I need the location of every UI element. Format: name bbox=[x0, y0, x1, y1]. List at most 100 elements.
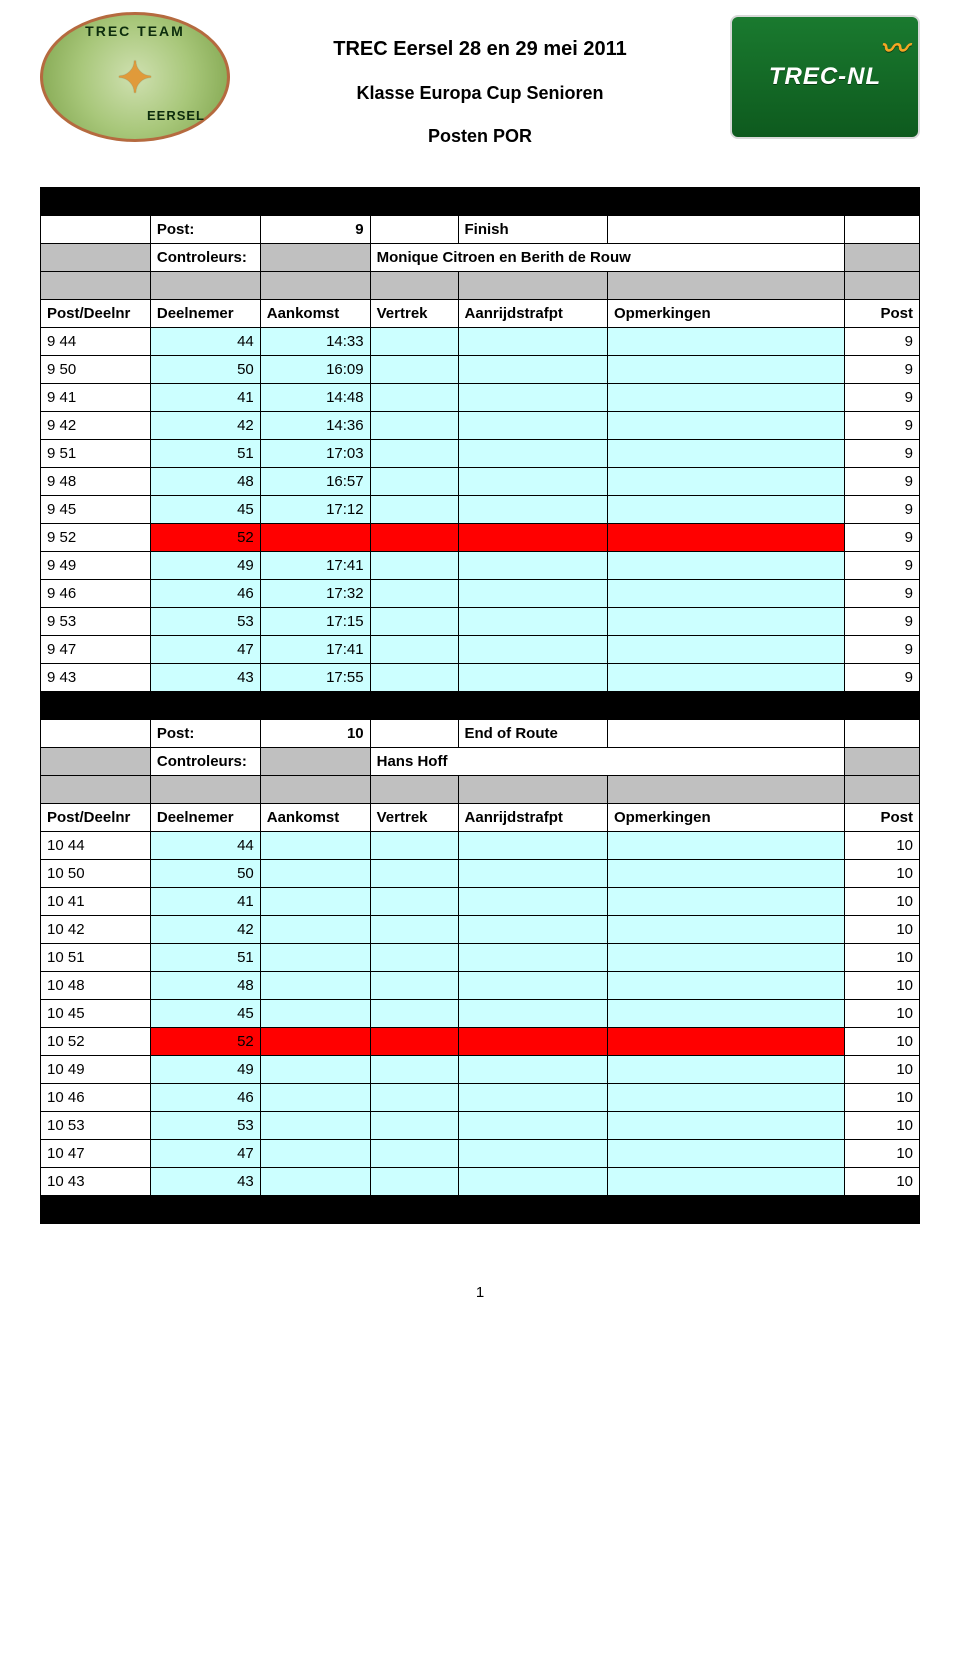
col-aankomst: Aankomst bbox=[260, 300, 370, 328]
cell-postdeelnr: 10 41 bbox=[41, 888, 151, 916]
data-row: 9 444414:339 bbox=[41, 328, 920, 356]
cell-deelnemer: 44 bbox=[150, 832, 260, 860]
cell-deelnemer: 52 bbox=[150, 1028, 260, 1056]
cell-aankomst bbox=[260, 1000, 370, 1028]
cell-deelnemer: 50 bbox=[150, 860, 260, 888]
col-deelnemer: Deelnemer bbox=[150, 804, 260, 832]
cell-vertrek bbox=[370, 1140, 458, 1168]
cell-aanrijdstrafpt bbox=[458, 384, 607, 412]
cell-aankomst bbox=[260, 1168, 370, 1196]
cell-vertrek bbox=[370, 1168, 458, 1196]
cell-vertrek bbox=[370, 916, 458, 944]
cell-postdeelnr: 10 52 bbox=[41, 1028, 151, 1056]
column-header-row: Post/DeelnrDeelnemerAankomstVertrekAanri… bbox=[41, 804, 920, 832]
cell-aankomst bbox=[260, 524, 370, 552]
cell-aankomst bbox=[260, 1112, 370, 1140]
cell-post: 10 bbox=[845, 916, 920, 944]
cell-opmerkingen bbox=[607, 496, 844, 524]
data-row: 10 434310 bbox=[41, 1168, 920, 1196]
cell-aanrijdstrafpt bbox=[458, 1056, 607, 1084]
data-row-highlight: 9 52529 bbox=[41, 524, 920, 552]
cell-postdeelnr: 9 42 bbox=[41, 412, 151, 440]
cell-deelnemer: 47 bbox=[150, 1140, 260, 1168]
cell-post: 9 bbox=[845, 356, 920, 384]
cell-deelnemer: 44 bbox=[150, 328, 260, 356]
cell-opmerkingen bbox=[607, 552, 844, 580]
cell-opmerkingen bbox=[607, 1028, 844, 1056]
cell-opmerkingen bbox=[607, 608, 844, 636]
spacer-row bbox=[41, 776, 920, 804]
cell-post: 10 bbox=[845, 972, 920, 1000]
cell-aankomst: 16:09 bbox=[260, 356, 370, 384]
cell-opmerkingen bbox=[607, 440, 844, 468]
col-opmerkingen: Opmerkingen bbox=[607, 804, 844, 832]
data-row: 9 484816:579 bbox=[41, 468, 920, 496]
cell-postdeelnr: 9 41 bbox=[41, 384, 151, 412]
cell-vertrek bbox=[370, 664, 458, 692]
data-row: 9 434317:559 bbox=[41, 664, 920, 692]
data-row: 10 484810 bbox=[41, 972, 920, 1000]
cell-postdeelnr: 9 45 bbox=[41, 496, 151, 524]
data-row: 10 515110 bbox=[41, 944, 920, 972]
cell-deelnemer: 42 bbox=[150, 916, 260, 944]
cell-deelnemer: 46 bbox=[150, 580, 260, 608]
cell-aanrijdstrafpt bbox=[458, 1168, 607, 1196]
cell-deelnemer: 41 bbox=[150, 384, 260, 412]
col-vertrek: Vertrek bbox=[370, 804, 458, 832]
cell-deelnemer: 51 bbox=[150, 440, 260, 468]
cell-postdeelnr: 9 51 bbox=[41, 440, 151, 468]
data-row: 10 444410 bbox=[41, 832, 920, 860]
data-row: 9 505016:09 9 bbox=[41, 356, 920, 384]
cell-aanrijdstrafpt bbox=[458, 524, 607, 552]
data-row: 9 515117:039 bbox=[41, 440, 920, 468]
black-separator bbox=[41, 188, 920, 216]
data-row: 10 505010 bbox=[41, 860, 920, 888]
cell-postdeelnr: 9 50 bbox=[41, 356, 151, 384]
cell-opmerkingen bbox=[607, 888, 844, 916]
col-deelnemer: Deelnemer bbox=[150, 300, 260, 328]
cell-vertrek bbox=[370, 636, 458, 664]
post-header-row: Post:10End of Route bbox=[41, 720, 920, 748]
cell-postdeelnr: 10 45 bbox=[41, 1000, 151, 1028]
cell-postdeelnr: 10 43 bbox=[41, 1168, 151, 1196]
data-row: 9 464617:329 bbox=[41, 580, 920, 608]
logo-trec-team-eersel: TREC TEAM ✦ EERSEL bbox=[40, 12, 230, 142]
cell-vertrek bbox=[370, 328, 458, 356]
cell-post: 9 bbox=[845, 412, 920, 440]
cell-aankomst bbox=[260, 860, 370, 888]
cell-aanrijdstrafpt bbox=[458, 664, 607, 692]
cell-postdeelnr: 9 52 bbox=[41, 524, 151, 552]
data-row: 9 494917:419 bbox=[41, 552, 920, 580]
black-separator bbox=[41, 692, 920, 720]
cell-post: 10 bbox=[845, 1112, 920, 1140]
col-aanrijdstrafpt: Aanrijdstrafpt bbox=[458, 804, 607, 832]
cell-opmerkingen bbox=[607, 1112, 844, 1140]
data-row: 9 535317:159 bbox=[41, 608, 920, 636]
cell-aanrijdstrafpt bbox=[458, 1140, 607, 1168]
cell-aankomst: 17:12 bbox=[260, 496, 370, 524]
cell-vertrek bbox=[370, 1056, 458, 1084]
col-aanrijdstrafpt: Aanrijdstrafpt bbox=[458, 300, 607, 328]
cell-vertrek bbox=[370, 552, 458, 580]
wings-icon: 〰 bbox=[880, 27, 908, 67]
cell-opmerkingen bbox=[607, 944, 844, 972]
cell-post: 9 bbox=[845, 552, 920, 580]
cell-aanrijdstrafpt bbox=[458, 636, 607, 664]
data-row: 10 464610 bbox=[41, 1084, 920, 1112]
cell-vertrek bbox=[370, 944, 458, 972]
controleurs-row: Controleurs:Monique Citroen en Berith de… bbox=[41, 244, 920, 272]
cell-post: 10 bbox=[845, 860, 920, 888]
cell-aanrijdstrafpt bbox=[458, 328, 607, 356]
event-title: TREC Eersel 28 en 29 mei 2011 bbox=[230, 38, 730, 61]
cell-aankomst: 16:57 bbox=[260, 468, 370, 496]
cell-aanrijdstrafpt bbox=[458, 552, 607, 580]
cell-deelnemer: 48 bbox=[150, 468, 260, 496]
cell-deelnemer: 50 bbox=[150, 356, 260, 384]
black-separator bbox=[41, 1196, 920, 1224]
spacer-row bbox=[41, 272, 920, 300]
col-post: Post bbox=[845, 300, 920, 328]
cell-postdeelnr: 9 46 bbox=[41, 580, 151, 608]
cell-aankomst: 17:32 bbox=[260, 580, 370, 608]
cell-deelnemer: 43 bbox=[150, 664, 260, 692]
cell-aankomst bbox=[260, 944, 370, 972]
